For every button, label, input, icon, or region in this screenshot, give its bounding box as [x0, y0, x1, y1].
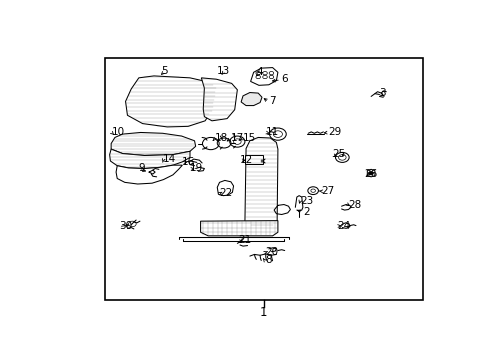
Polygon shape	[201, 78, 237, 121]
Polygon shape	[116, 165, 182, 184]
Circle shape	[368, 172, 373, 175]
Polygon shape	[125, 76, 216, 127]
Polygon shape	[200, 221, 277, 236]
Text: 5: 5	[161, 66, 167, 76]
Text: 24: 24	[336, 221, 349, 231]
Text: 8: 8	[264, 255, 271, 265]
Text: 2: 2	[302, 207, 309, 217]
Text: 11: 11	[265, 127, 279, 137]
Polygon shape	[250, 68, 277, 85]
Text: 23: 23	[299, 196, 312, 206]
FancyBboxPatch shape	[245, 156, 262, 163]
Text: 3: 3	[379, 88, 386, 98]
Text: 30: 30	[119, 221, 132, 231]
Polygon shape	[217, 180, 233, 195]
Polygon shape	[244, 138, 277, 226]
Text: 14: 14	[163, 154, 176, 164]
Text: 16: 16	[181, 157, 195, 167]
Text: 12: 12	[240, 155, 253, 165]
Text: 7: 7	[268, 96, 275, 107]
Text: 1: 1	[260, 306, 267, 319]
Text: 9: 9	[139, 163, 145, 174]
Text: 18: 18	[215, 133, 228, 143]
Text: 6: 6	[280, 74, 287, 84]
Text: 29: 29	[327, 127, 341, 137]
Text: 28: 28	[347, 199, 361, 210]
Text: 20: 20	[264, 247, 278, 257]
Text: 19: 19	[189, 163, 203, 174]
Text: 21: 21	[238, 235, 251, 245]
Text: 27: 27	[321, 186, 334, 196]
Polygon shape	[109, 149, 189, 168]
Polygon shape	[241, 93, 262, 105]
Text: 10: 10	[111, 127, 124, 137]
Polygon shape	[111, 132, 195, 156]
Bar	[104, 58, 422, 300]
Text: 17: 17	[230, 133, 244, 143]
Text: 4: 4	[256, 67, 263, 77]
Text: 13: 13	[217, 66, 230, 76]
Text: 15: 15	[243, 133, 256, 143]
Text: 25: 25	[332, 149, 345, 159]
Text: 22: 22	[219, 188, 232, 198]
Text: 26: 26	[364, 169, 377, 179]
